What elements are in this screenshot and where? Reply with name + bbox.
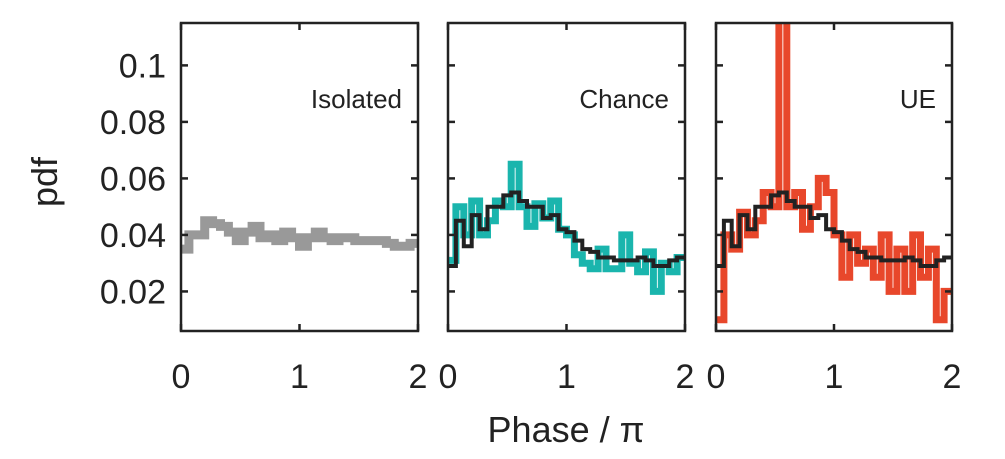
y-tick-label: 0.08 <box>100 104 166 142</box>
y-axis-title: pdf <box>24 156 65 207</box>
y-tick-label: 0.06 <box>100 160 166 198</box>
axes-frame <box>714 21 954 333</box>
panel-label: UE <box>900 84 936 114</box>
series-line-1 <box>716 23 952 324</box>
x-tick-label: 2 <box>676 358 695 396</box>
series-line-2 <box>448 190 685 268</box>
y-tick-label: 0.02 <box>100 273 166 311</box>
axes-frame <box>446 21 687 333</box>
series-line-1 <box>181 216 418 254</box>
y-tick-label: 0.1 <box>119 47 166 85</box>
panel-3: 0 1 2 UE <box>707 21 962 396</box>
plot-area <box>716 23 952 324</box>
plot-area <box>448 160 685 295</box>
panel-label: Chance <box>579 84 669 114</box>
x-tick-label: 2 <box>409 358 428 396</box>
x-tick-label: 1 <box>825 358 844 396</box>
x-tick-label: 1 <box>290 358 309 396</box>
plot-area <box>181 216 418 254</box>
panel-2: 0 1 2 Chance <box>439 21 695 396</box>
x-tick-label: 0 <box>172 358 191 396</box>
series-line-2 <box>716 190 952 268</box>
x-axis-title: Phase / π <box>488 409 645 450</box>
panel-1: 0 1 2 0.02 0.04 0.06 0.08 0.1 Isolated <box>100 21 428 396</box>
y-tick-label: 0.04 <box>100 217 166 255</box>
x-tick-label: 1 <box>557 358 576 396</box>
x-tick-label: 0 <box>707 358 726 396</box>
panel-label: Isolated <box>311 84 402 114</box>
x-tick-label: 2 <box>943 358 962 396</box>
axes-frame <box>179 21 420 333</box>
x-tick-label: 0 <box>439 358 458 396</box>
